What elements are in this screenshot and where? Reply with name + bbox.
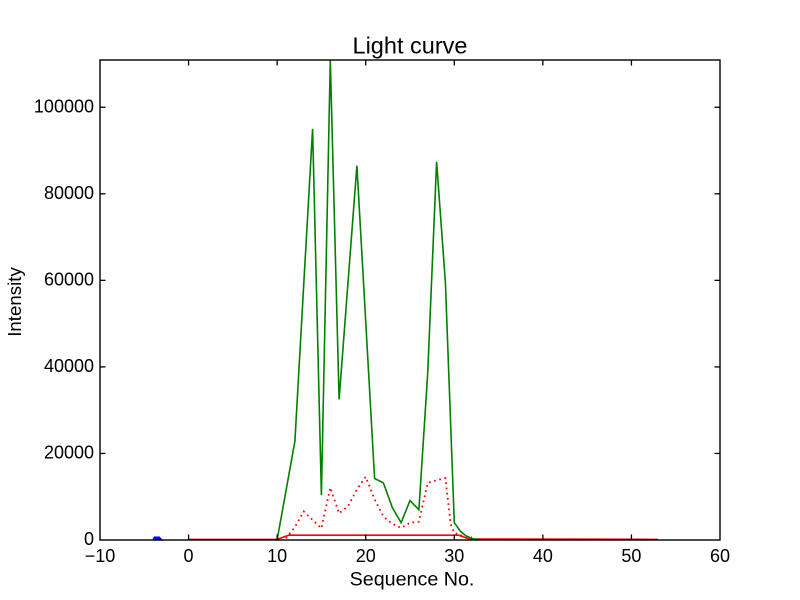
svg-text:0: 0 xyxy=(184,546,194,566)
svg-text:Sequence No.: Sequence No. xyxy=(350,569,475,591)
svg-text:20: 20 xyxy=(356,546,376,566)
svg-text:60000: 60000 xyxy=(44,269,94,289)
svg-text:20000: 20000 xyxy=(44,443,94,463)
svg-text:50: 50 xyxy=(621,546,641,566)
svg-text:80000: 80000 xyxy=(44,183,94,203)
svg-text:30: 30 xyxy=(444,546,464,566)
svg-text:−10: −10 xyxy=(85,546,116,566)
svg-text:40000: 40000 xyxy=(44,356,94,376)
svg-text:40: 40 xyxy=(533,546,553,566)
svg-text:100000: 100000 xyxy=(34,96,94,116)
svg-text:10: 10 xyxy=(267,546,287,566)
svg-text:0: 0 xyxy=(84,529,94,549)
svg-text:Light curve: Light curve xyxy=(353,33,468,59)
svg-text:Intensity: Intensity xyxy=(4,267,25,337)
svg-text:60: 60 xyxy=(710,546,730,566)
